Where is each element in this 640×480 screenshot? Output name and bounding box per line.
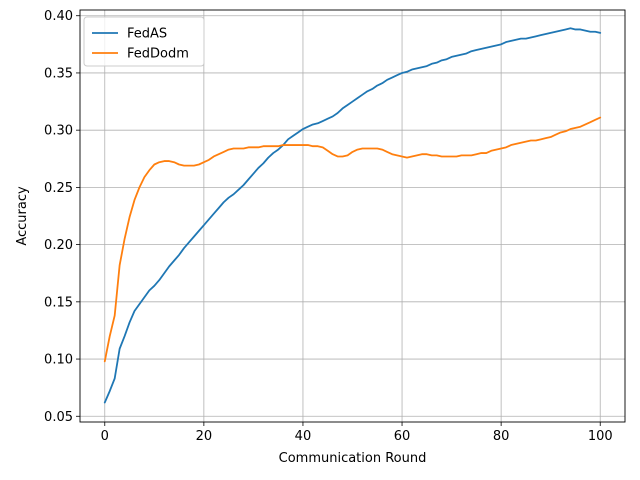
y-axis-label: Accuracy [15, 186, 30, 246]
series-line-feddodm [103, 116, 602, 363]
y-tick-label: 0.40 [44, 9, 73, 24]
legend-label-fedas: FedAS [127, 27, 167, 42]
x-tick-label: 80 [493, 429, 510, 444]
y-tick-label: 0.05 [44, 410, 73, 425]
plot-frame [79, 9, 626, 423]
x-tick-label: 100 [588, 429, 613, 444]
y-tick-label: 0.20 [44, 238, 73, 253]
x-ticks: 0 20 40 60 80 100 [101, 422, 613, 444]
y-tick-label: 0.15 [44, 295, 73, 310]
legend-label-feddodm: FedDodm [127, 47, 189, 62]
x-tick-label: 0 [101, 429, 109, 444]
grid-lines [80, 10, 625, 422]
series-lines [103, 27, 602, 404]
x-axis-label: Communication Round [279, 451, 427, 466]
y-tick-label: 0.30 [44, 124, 73, 139]
y-tick-label: 0.10 [44, 353, 73, 368]
legend: FedAS FedDodm [83, 16, 205, 67]
y-tick-label: 0.25 [44, 181, 73, 196]
series-line-fedas [103, 27, 602, 404]
x-tick-label: 20 [196, 429, 213, 444]
y-tick-label: 0.35 [44, 66, 73, 81]
x-tick-label: 60 [394, 429, 411, 444]
x-tick-label: 40 [295, 429, 312, 444]
y-ticks: 0.05 0.10 0.15 0.20 0.25 0.30 0.35 0.40 [44, 9, 80, 425]
